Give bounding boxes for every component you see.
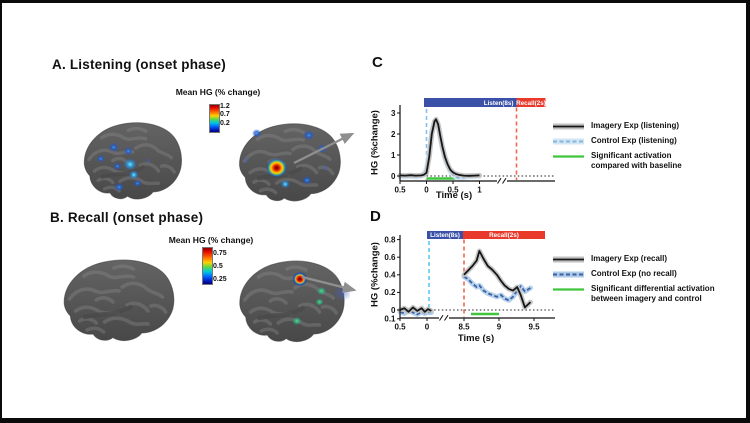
- panel-a-title: A. Listening (onset phase): [52, 57, 226, 72]
- legend-row-significance-baseline: Significant activation compared with bas…: [552, 151, 746, 172]
- colorbar-b-tick-mid: 0.5: [213, 263, 223, 270]
- svg-text:0.5: 0.5: [394, 186, 406, 195]
- colorbar-a-ticks: 1.2 0.7 0.2: [220, 103, 230, 128]
- legend-row-imagery-listening: Imagery Exp (listening): [552, 121, 746, 131]
- colorbar-b-title: Mean HG (% change): [168, 235, 254, 245]
- panel-c-xlabel: Time (s): [435, 190, 473, 201]
- svg-text:9: 9: [497, 323, 502, 332]
- brain-b-left: [56, 254, 180, 349]
- panel-d-legend: Imagery Exp (recall) Control Exp (no rec…: [552, 254, 746, 309]
- dashed-line-with-band-sample-icon: [553, 138, 584, 145]
- legend-label: Imagery Exp (recall): [591, 254, 668, 263]
- svg-text:0.8: 0.8: [384, 235, 396, 244]
- svg-text:8.5: 8.5: [458, 323, 470, 332]
- panel-c-letter: C: [372, 54, 383, 71]
- dashed-line-with-band-sample-icon: [553, 271, 584, 278]
- green-line-sample-icon: [553, 155, 584, 158]
- svg-text:0: 0: [391, 172, 396, 181]
- svg-text:2: 2: [391, 130, 396, 139]
- colorbar-b: [202, 247, 213, 285]
- panel-d-xlabel: Time (s): [457, 333, 495, 344]
- legend-row-imagery-recall: Imagery Exp (recall): [552, 254, 746, 264]
- panel-d-letter: D: [370, 208, 381, 225]
- svg-text:1: 1: [391, 151, 396, 160]
- svg-text:0: 0: [425, 323, 430, 332]
- legend-row-control-listening: Control Exp (listening): [552, 135, 746, 146]
- svg-text:Recall(2s): Recall(2s): [489, 232, 519, 239]
- colorbar-a: [209, 104, 220, 133]
- panel-c-legend: Imagery Exp (listening) Control Exp (lis…: [552, 121, 746, 176]
- panel-b-title: B. Recall (onset phase): [50, 210, 204, 225]
- legend-label-line2: between imagery and control: [591, 294, 702, 304]
- solid-line-with-band-sample-icon: [553, 256, 584, 263]
- svg-text:0.5: 0.5: [447, 186, 459, 195]
- legend-label: Significant activation compared with bas…: [591, 151, 682, 172]
- solid-line-with-band-sample-icon: [553, 123, 584, 130]
- legend-row-control-no-recall: Control Exp (no recall): [552, 268, 746, 279]
- colorbar-a-tick-bottom: 0.2: [220, 119, 230, 127]
- svg-text:0: 0: [424, 186, 429, 195]
- svg-text:0.5: 0.5: [394, 323, 406, 332]
- legend-label: Control Exp (no recall): [591, 268, 677, 278]
- svg-text:3: 3: [391, 109, 396, 118]
- arrow-a-to-panel-c: [293, 132, 355, 164]
- colorbar-a-tick-top: 1.2: [220, 103, 230, 110]
- svg-text:0: 0: [391, 306, 396, 315]
- svg-text:0.1: 0.1: [384, 315, 396, 324]
- svg-text:Listen(8s): Listen(8s): [430, 232, 460, 239]
- arrow-b-to-panel-d: [301, 275, 357, 293]
- brain-a-left: [77, 117, 187, 207]
- panel-c-chart: Listen(8s) Recall(2s) 0 1 2 3 0.5 0 0.5 1: [391, 98, 555, 195]
- svg-text:0.2: 0.2: [384, 288, 396, 297]
- svg-text:1: 1: [477, 186, 482, 195]
- colorbar-a-title: Mean HG (% change): [175, 87, 261, 97]
- legend-label: Control Exp (listening): [591, 135, 677, 145]
- svg-text:9.5: 9.5: [528, 323, 540, 332]
- svg-text:Recall(2s): Recall(2s): [516, 100, 546, 107]
- legend-label-line1: Significant activation: [591, 150, 672, 160]
- colorbar-b-tick-bottom: 0.25: [213, 276, 227, 283]
- legend-label: Imagery Exp (listening): [591, 121, 680, 130]
- green-line-sample-icon: [553, 288, 584, 291]
- brain-b-right: [232, 255, 350, 350]
- legend-label: Significant differential activation betw…: [591, 284, 715, 305]
- colorbar-b-tick-top: 0.75: [213, 250, 227, 257]
- legend-row-significance-differential: Significant differential activation betw…: [552, 284, 746, 305]
- svg-text:0.4: 0.4: [384, 271, 396, 280]
- legend-label-line1: Significant differential activation: [591, 283, 715, 293]
- colorbar-a-tick-mid: 0.7: [220, 111, 230, 119]
- svg-text:Listen(8s): Listen(8s): [484, 100, 514, 107]
- panel-d-chart: Listen(8s) Recall(2s)0.80.60.40.200.10.5 0…: [384, 231, 555, 332]
- colorbar-b-ticks: 0.75 0.5 0.25: [213, 247, 227, 286]
- legend-label-line2: compared with baseline: [591, 161, 682, 171]
- svg-text:0.6: 0.6: [384, 253, 396, 262]
